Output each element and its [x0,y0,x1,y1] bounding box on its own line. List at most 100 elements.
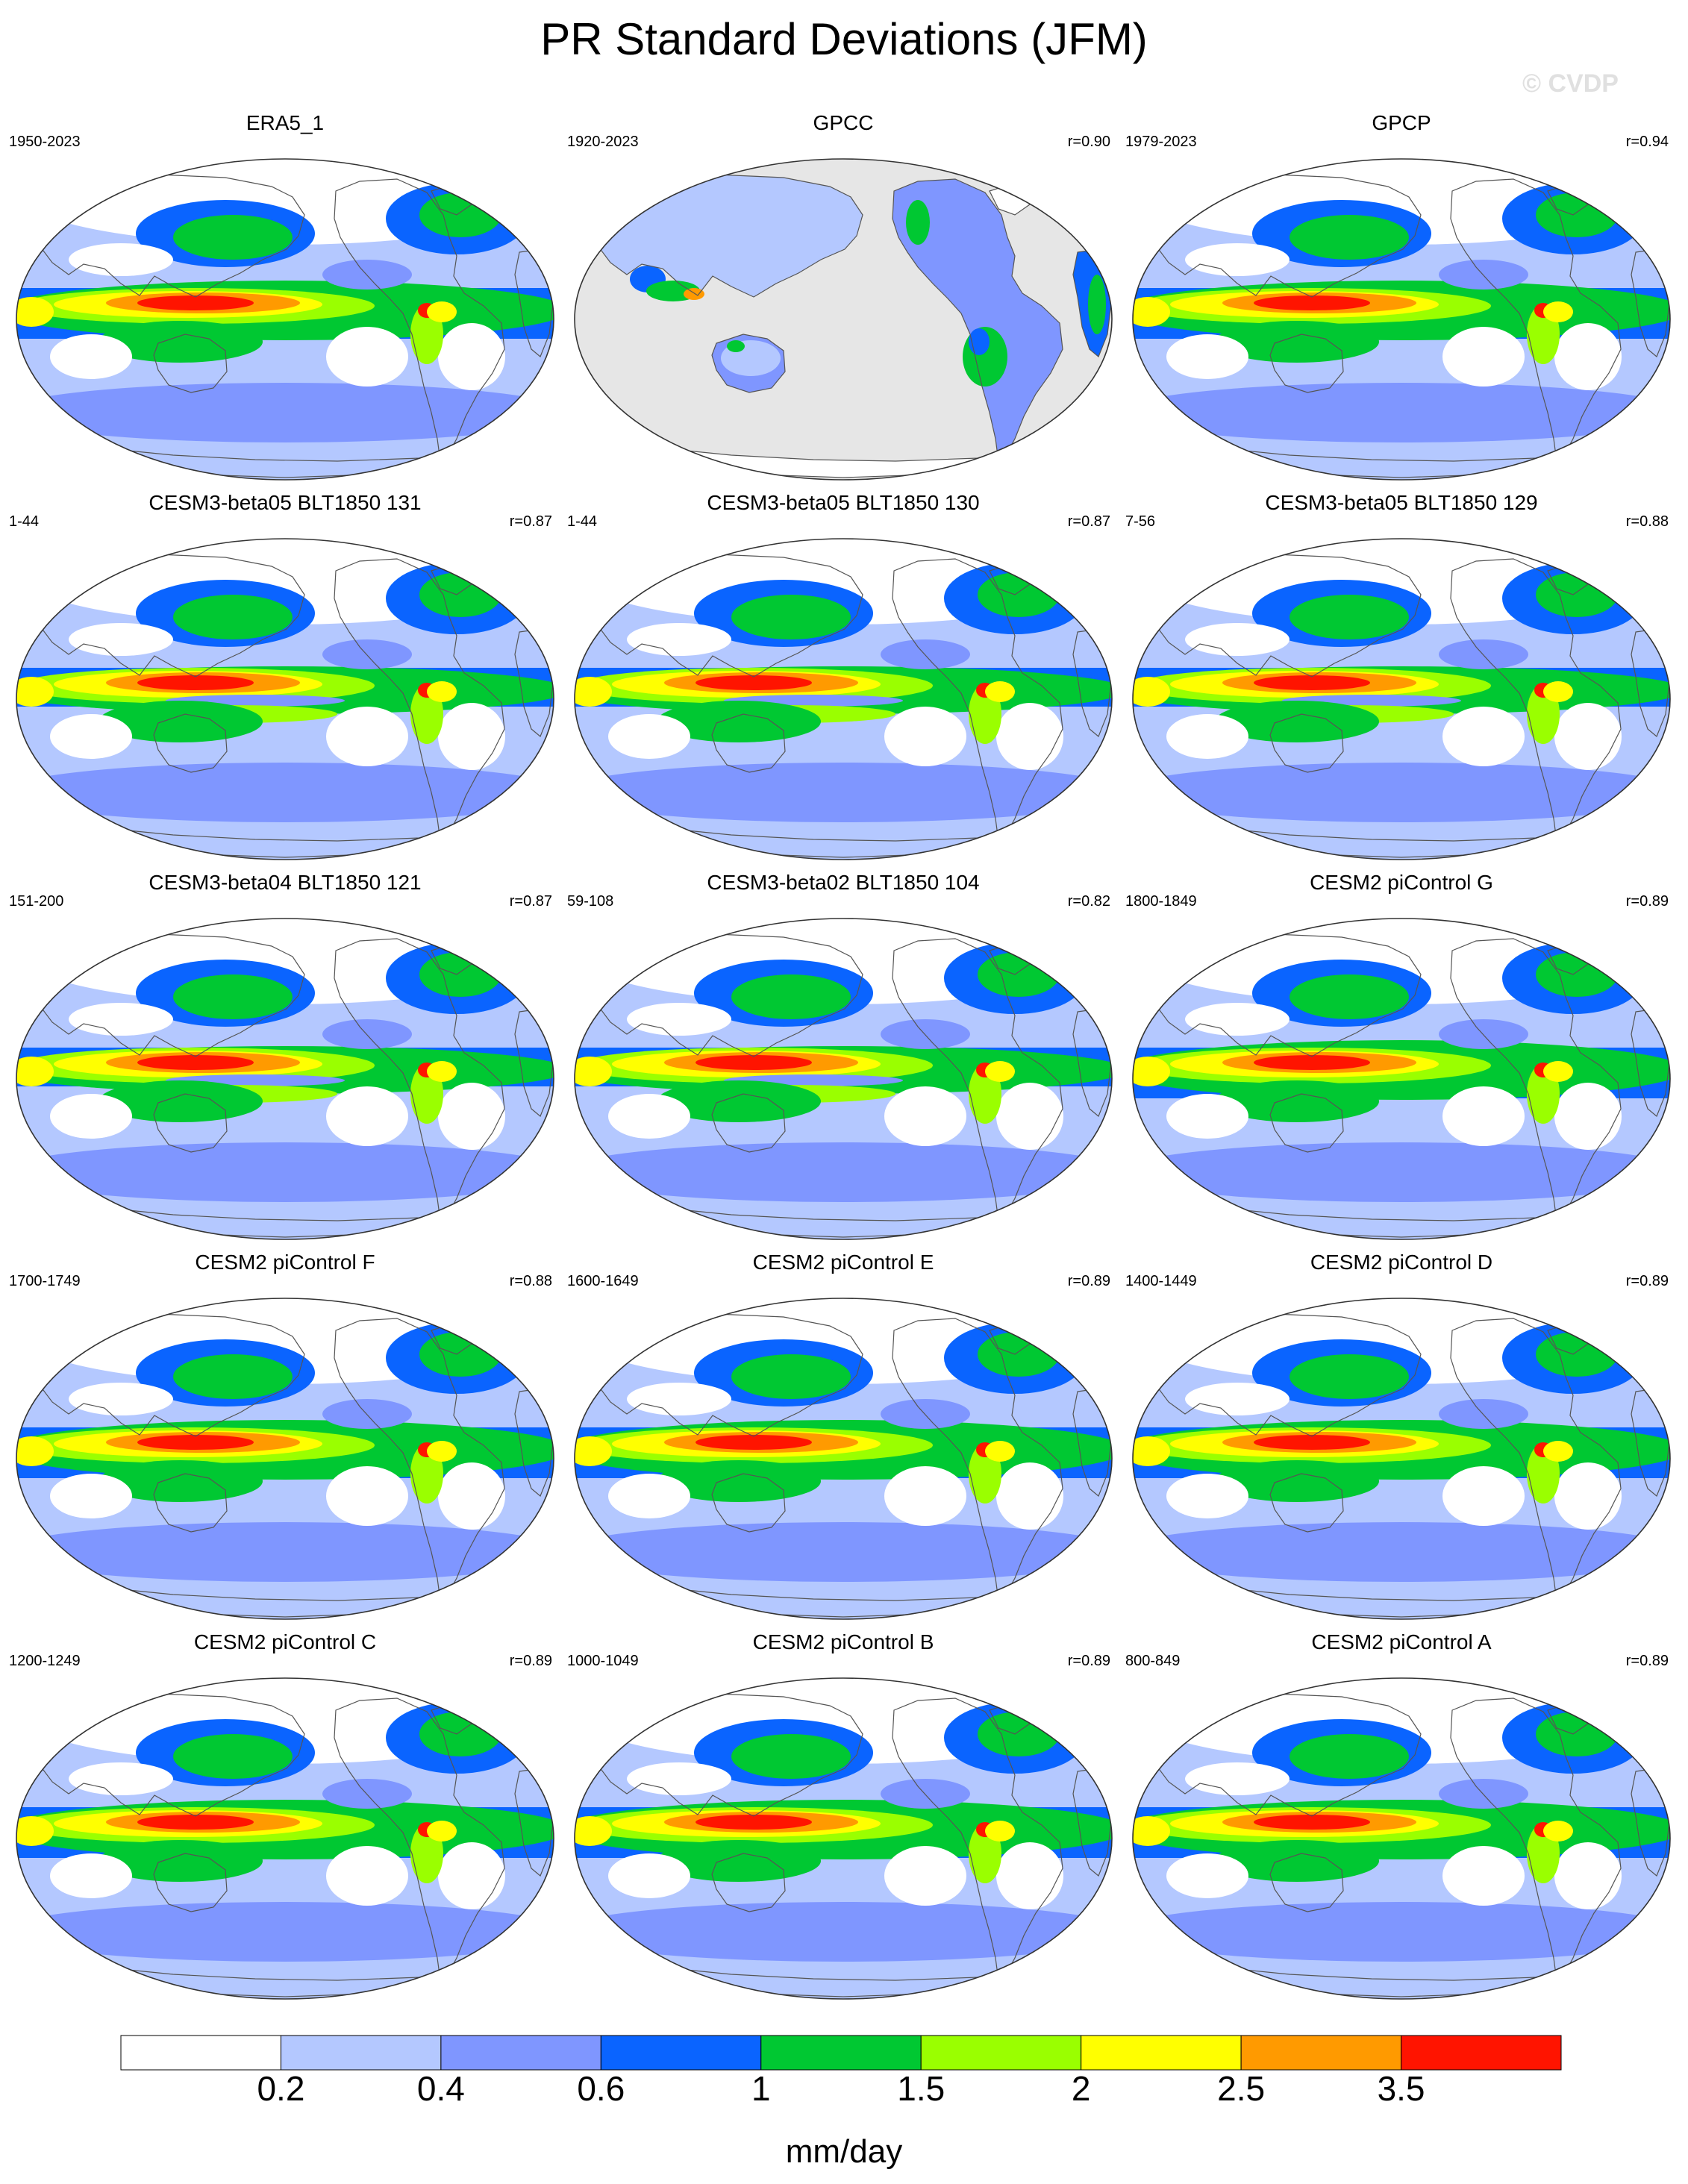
indian-ocean-wet [575,1057,612,1086]
spcz [99,321,263,363]
panel-correlation: r=0.89 [1625,1273,1669,1289]
indian-ocean-wet [16,677,54,707]
map-panel: CESM2 piControl B 1000-1049 r=0.89 [567,1630,1119,2003]
precip-field [16,159,554,480]
world-map [1132,918,1671,1240]
se-atlantic-dry [438,1462,505,1530]
asia-coastline [587,933,863,1057]
americas-coastline [892,558,1063,842]
colorbar-tick-label: 1.5 [897,2069,945,2108]
indian-ocean-dry [1166,1094,1248,1139]
atlantic-itcz [427,1821,457,1842]
map-frame [16,1677,554,2000]
world-map [16,918,554,1240]
asia-dry [1185,1003,1290,1036]
map-frame [16,158,554,481]
asia-dry [69,623,173,656]
ne-pacific-subtropics [322,1019,412,1049]
australia-coastline [711,1853,786,1912]
indian-ocean-wet [16,297,54,327]
amazon-core [969,328,990,355]
indian-ocean-wet [1133,1436,1170,1466]
colorbar-tick-label: 3.5 [1377,2069,1425,2108]
north-pacific-core [731,1354,851,1399]
ne-pacific-subtropics [1439,1399,1528,1429]
se-pacific-dry [884,1466,966,1526]
north-pacific-core [173,974,293,1019]
indian-ocean-dry [1166,334,1248,379]
colorbar-swatch [1401,2035,1562,2071]
maritime-continent-peak [684,288,704,300]
panel-title: CESM2 piControl A [1311,1630,1492,1653]
panel-years: 1-44 [9,513,40,530]
indian-ocean-dry [608,1853,690,1898]
indian-ocean-wet [575,677,612,707]
panel-title: CESM2 piControl B [752,1630,934,1653]
asia-dry [627,1383,731,1415]
central-pacific-red [137,1435,254,1450]
map-panel: CESM2 piControl C 1200-1249 r=0.89 [9,1630,561,2003]
asia-dry [627,623,731,656]
world-map [1132,1298,1671,1620]
americas-coastline [334,1698,505,1982]
indian-ocean-wet [16,1436,54,1466]
se-atlantic-dry [1554,1083,1622,1150]
se-pacific-dry [884,1846,966,1906]
central-pacific-red [1254,1435,1370,1450]
panel-correlation: r=0.87 [1067,513,1110,530]
australia-coastline [153,334,228,393]
asia-coastline [29,1313,305,1437]
australia-coastline [153,1093,228,1153]
se-atlantic-dry [1554,1842,1622,1909]
panel-title: CESM3-beta04 BLT1850 121 [149,871,422,894]
spcz [1215,321,1379,363]
map-panel: CESM3-beta02 BLT1850 104 59-108 r=0.82 [567,870,1119,1243]
ne-pacific-subtropics [1439,1779,1528,1809]
north-pacific-core [1290,215,1409,260]
indian-ocean-wet [16,1057,54,1086]
indian-ocean-dry [50,1094,132,1139]
atlantic-itcz [1543,681,1573,702]
panel-title: CESM2 piControl G [1310,871,1493,894]
se-atlantic-dry [438,1083,505,1150]
precip-field [575,539,1112,860]
panel-correlation: r=0.89 [1625,893,1669,910]
colorbar-swatch [280,2035,442,2071]
precip-field [16,1298,554,1619]
australia-coastline [711,1473,786,1533]
asia-coastline [1145,554,1422,678]
ne-pacific-subtropics [881,1399,970,1429]
map-panel: CESM3-beta05 BLT1850 129 7-56 r=0.88 [1125,490,1678,863]
panel-years: 800-849 [1125,1653,1181,1669]
asia-coastline [1145,1693,1422,1817]
australia-coastline [1269,1853,1344,1912]
world-map [574,918,1113,1240]
world-map [1132,158,1671,481]
se-pacific-dry [1442,1846,1525,1906]
panel-years: 1000-1049 [567,1653,639,1669]
map-frame [16,1298,554,1620]
panel-title: GPCP [1372,111,1431,134]
map-frame [1132,538,1671,860]
figure-title: PR Standard Deviations (JFM) [540,14,1148,64]
precip-field [575,159,1112,480]
se-pacific-dry [1442,707,1525,766]
australia-coastline [153,1473,228,1533]
world-map [16,538,554,860]
asia-dry [69,1003,173,1036]
panel-years: 151-200 [9,893,64,910]
americas-coastline [892,178,1063,463]
ne-pacific-subtropics [322,1399,412,1429]
panel-years: 1800-1849 [1125,893,1197,910]
spcz [99,701,263,742]
spcz [657,1840,821,1882]
se-pacific-dry [884,1086,966,1146]
panel-title: CESM3-beta05 BLT1850 129 [1265,491,1538,514]
colorbar-swatch [1240,2035,1402,2071]
atlantic-itcz [427,301,457,322]
australia-coastline [1269,713,1344,773]
se-atlantic-dry [996,1083,1063,1150]
colorbar-swatch [440,2035,601,2071]
central-pacific-red [695,1435,812,1450]
indian-ocean-dry [608,1474,690,1518]
